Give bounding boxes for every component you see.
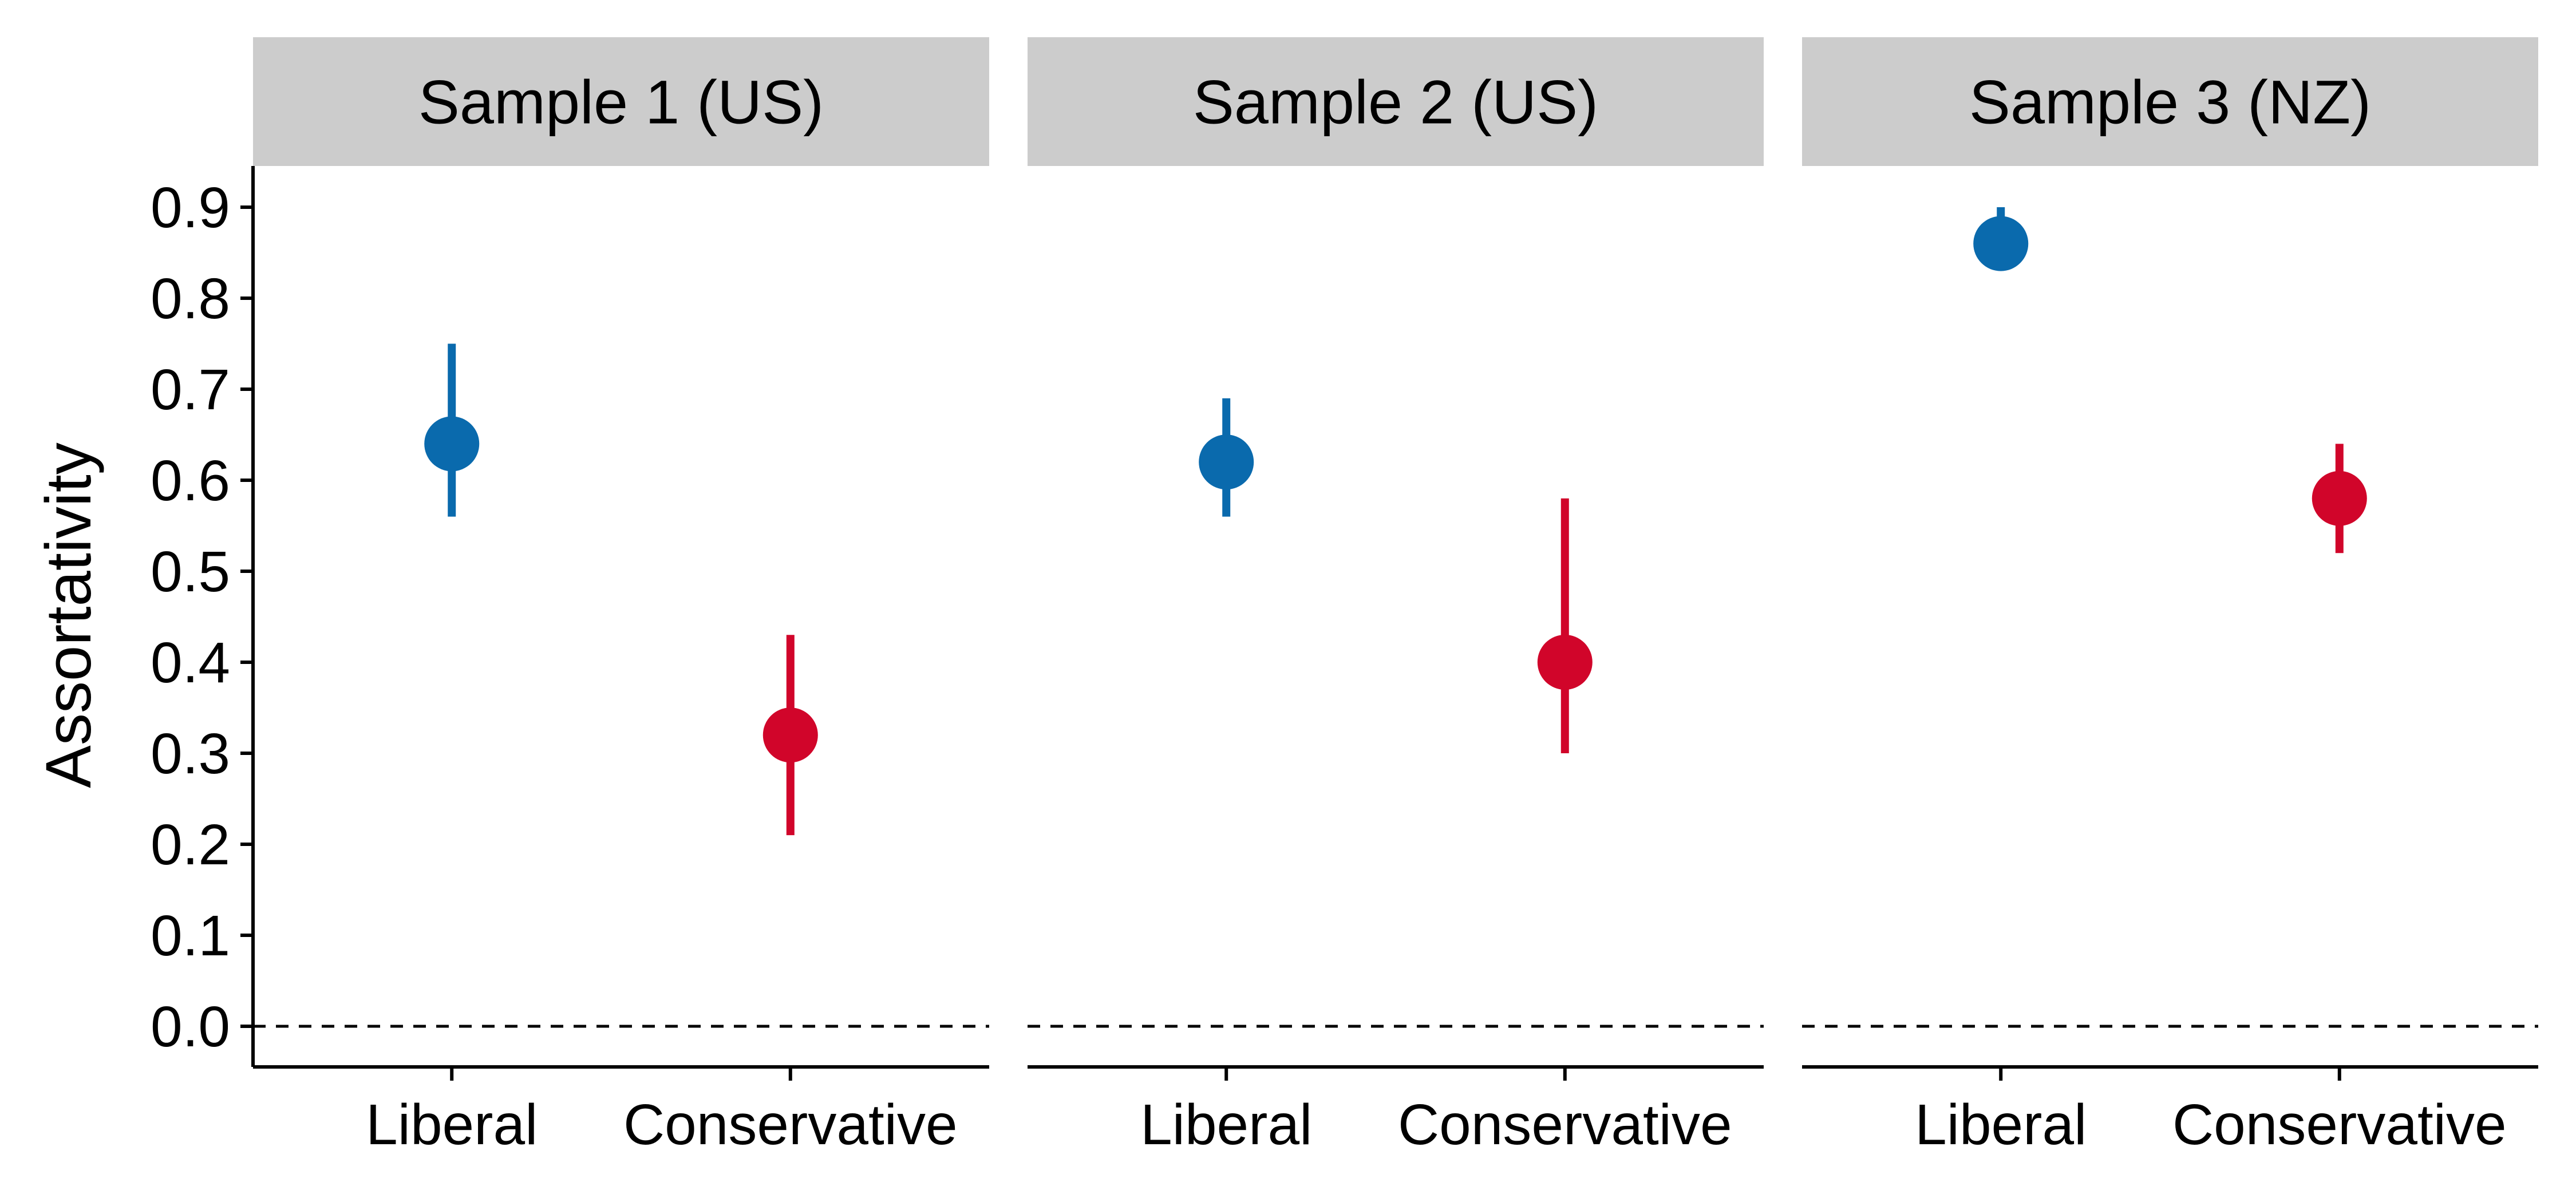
data-point [1199, 434, 1254, 490]
panel-title: Sample 2 (US) [1193, 68, 1598, 137]
y-tick-label: 0.3 [151, 722, 230, 786]
data-point [762, 707, 818, 763]
x-tick-label: Conservative [1398, 1093, 1732, 1157]
panel-strip [1802, 37, 2538, 166]
x-tick-label: Conservative [623, 1093, 958, 1157]
panel-strip [253, 37, 989, 166]
y-axis-title: Assortativity [33, 442, 104, 788]
y-tick-label: 0.1 [151, 904, 230, 968]
data-point [2312, 470, 2367, 526]
panel-title: Sample 1 (US) [418, 68, 824, 137]
y-tick-label: 0.6 [151, 449, 230, 513]
y-tick-label: 0.2 [151, 813, 230, 877]
x-tick-label: Liberal [1915, 1093, 2087, 1157]
y-tick-label: 0.8 [151, 267, 230, 331]
data-point [1537, 635, 1593, 690]
y-tick-label: 0.5 [151, 540, 230, 604]
panel-strip [1028, 37, 1764, 166]
y-tick-label: 0.9 [151, 176, 230, 240]
panel-title: Sample 3 (NZ) [1969, 68, 2371, 137]
y-tick-label: 0.0 [151, 995, 230, 1059]
x-tick-label: Conservative [2172, 1093, 2507, 1157]
x-tick-label: Liberal [366, 1093, 538, 1157]
data-point [424, 416, 480, 472]
y-tick-label: 0.4 [151, 631, 230, 695]
data-point [1973, 216, 2029, 271]
x-tick-label: Liberal [1140, 1093, 1312, 1157]
y-tick-label: 0.7 [151, 358, 230, 422]
